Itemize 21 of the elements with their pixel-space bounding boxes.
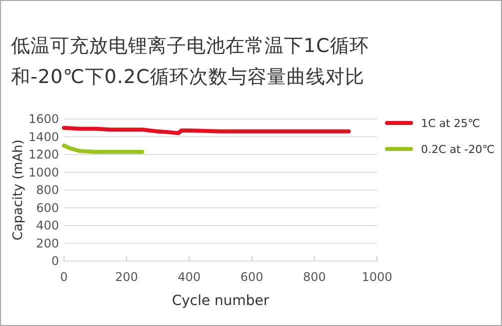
x-axis-title: Cycle number: [172, 293, 270, 309]
y-tick-label: 1600: [28, 112, 59, 126]
x-tick-label: 1000: [362, 270, 392, 284]
chart-title: 低温可充放电锂离子电池在常温下1C循环和-20℃下0.2C循环次数与容量曲线对比: [11, 34, 370, 90]
y-tick-label: 1400: [28, 130, 59, 144]
x-tick-label: 400: [178, 270, 201, 284]
y-tick-label: 800: [36, 183, 59, 197]
y-tick-label: 1200: [28, 148, 59, 162]
y-tick-label: 600: [36, 200, 59, 215]
x-tick-label: 600: [240, 270, 264, 284]
legend-label: 1C at 25℃: [421, 117, 480, 130]
y-tick-label: 200: [36, 236, 59, 250]
x-tick-label: 0: [60, 270, 68, 284]
x-tick-label: 800: [302, 270, 326, 284]
y-tick-label: 400: [36, 218, 59, 232]
x-tick-label: 200: [115, 270, 138, 284]
y-tick-label: 0: [51, 254, 59, 268]
y-axis-title: Capacity (mAh): [11, 140, 26, 240]
y-tick-label: 1000: [28, 165, 59, 180]
legend-label: 0.2C at -20℃: [421, 143, 495, 156]
line-series: [62, 144, 144, 154]
